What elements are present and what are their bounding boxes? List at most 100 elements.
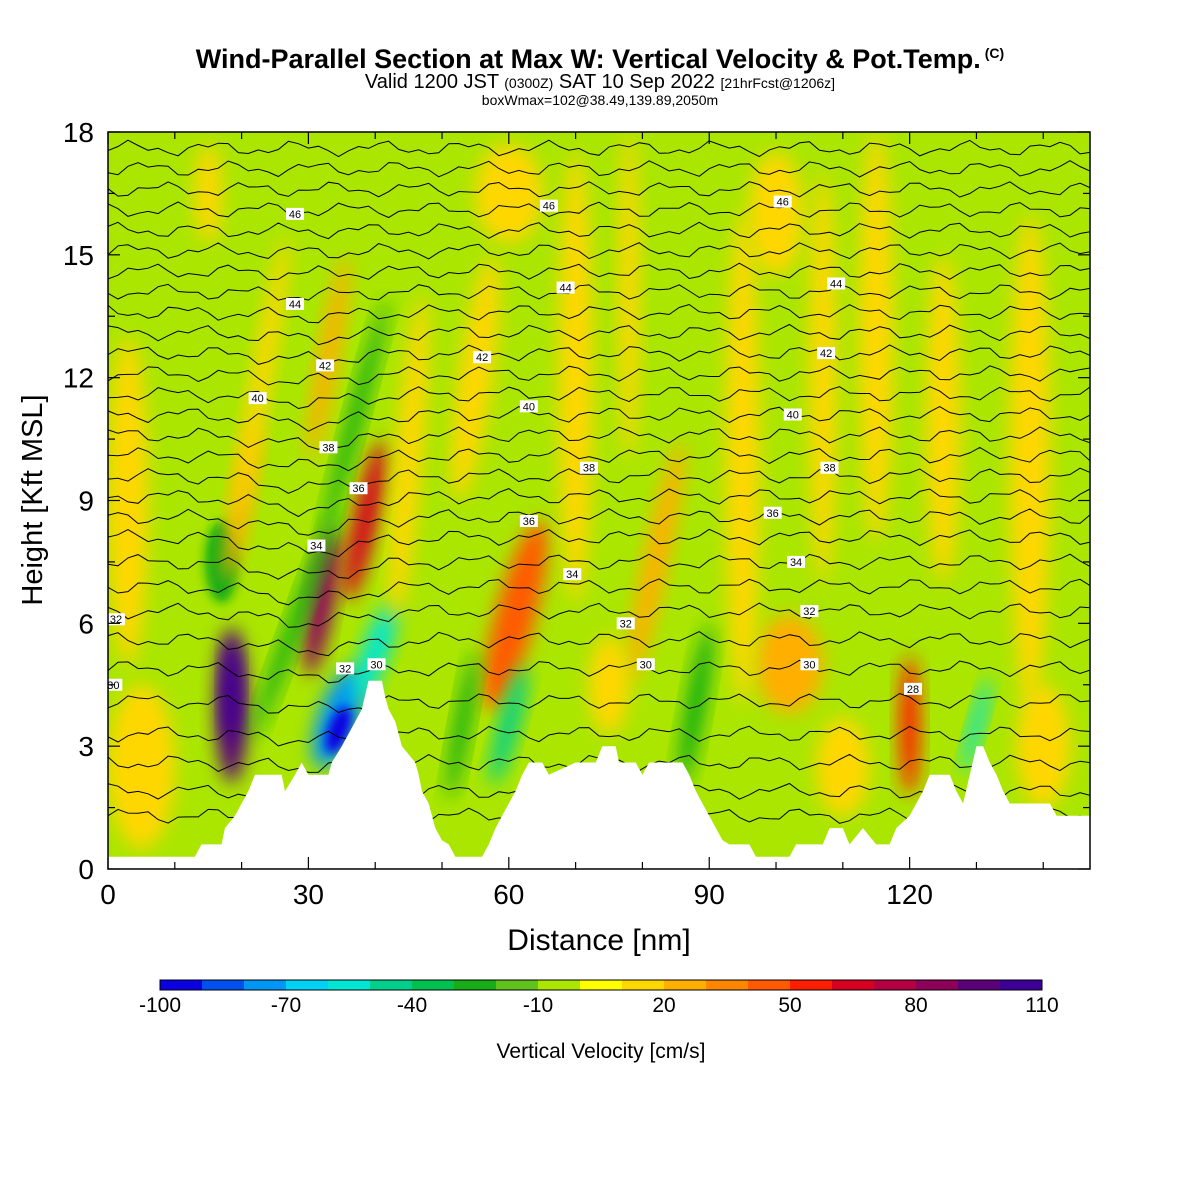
contour-label: 40 [252, 393, 264, 405]
colorbar-swatch [874, 980, 917, 990]
colorbar-tick-label: -70 [271, 994, 301, 1017]
velocity-feature [926, 254, 960, 583]
colorbar-swatch [160, 980, 203, 990]
contour-label: 42 [319, 360, 331, 372]
x-tick-label: 120 [886, 879, 933, 910]
contour-label: 34 [566, 569, 578, 581]
contour-label: 32 [110, 614, 122, 626]
velocity-feature [222, 643, 241, 743]
chart-title: Wind-Parallel Section at Max W: Vertical… [195, 44, 1005, 74]
velocity-feature [1016, 684, 1070, 808]
contour-label-box [316, 359, 335, 372]
theta-contour-line [108, 467, 1090, 494]
contour-label-box [579, 461, 598, 474]
theta-contour-line [108, 406, 1090, 432]
contour-label: 42 [476, 352, 488, 364]
contour-label: 30 [370, 659, 382, 671]
vertical-velocity-field [108, 132, 1070, 849]
contour-label-box [248, 392, 267, 405]
velocity-feature [678, 624, 714, 786]
contour-label-box [556, 281, 575, 294]
colorbar-tick-label: 80 [904, 994, 927, 1017]
contour-label-box [319, 441, 338, 454]
colorbar-tick-label: -100 [139, 994, 181, 1017]
colorbar-swatch [664, 980, 707, 990]
x-axis-label: Distance [nm] [507, 924, 690, 957]
colorbar-tick-label: 110 [1025, 994, 1058, 1017]
theta-contour-line [108, 488, 1090, 518]
theta-contour-line [108, 446, 1090, 472]
contour-label: 34 [790, 557, 802, 569]
contour-label-box [800, 658, 819, 671]
colorbar-swatch [790, 980, 833, 990]
colorbar-swatch [916, 980, 959, 990]
colorbar: -100 -70 -40 -10 20 50 80 110 [139, 979, 1059, 1017]
colorbar-swatch [412, 980, 455, 990]
velocity-feature [899, 656, 920, 796]
x-tick-label: 90 [694, 879, 725, 910]
colorbar-swatch [286, 980, 329, 990]
x-tick-label: 30 [293, 879, 324, 910]
velocity-feature [353, 601, 398, 703]
theta-contour-line [108, 181, 1090, 198]
y-tick-label: 18 [63, 117, 94, 148]
contour-label: 36 [523, 516, 535, 528]
colorbar-swatch [496, 980, 539, 990]
theta-contour-line [108, 386, 1090, 410]
contour-label: 44 [559, 283, 571, 295]
x-tick-label: 0 [100, 879, 116, 910]
y-tick-label: 3 [78, 731, 94, 762]
colorbar-tick-label: 20 [652, 994, 675, 1017]
colorbar-swatch [202, 980, 245, 990]
y-tick-label: 0 [78, 854, 94, 885]
velocity-feature [108, 684, 175, 849]
contour-label-box [787, 555, 806, 568]
colorbar-swatch [580, 980, 623, 990]
velocity-feature [962, 678, 991, 774]
colorbar-swatch [958, 980, 1001, 990]
theta-contour-line [108, 303, 1090, 324]
theta-contour-line [108, 578, 1090, 606]
velocity-feature [816, 717, 870, 816]
x-tick-label: 60 [493, 879, 524, 910]
contour-label: 32 [339, 663, 351, 675]
contour-label-box [903, 682, 922, 695]
contour-label-box [367, 658, 386, 671]
contour-label-box [563, 568, 582, 581]
contour-label-box [773, 195, 792, 208]
contour-label: 46 [543, 201, 555, 213]
y-tick-label: 9 [78, 486, 94, 517]
valid-time-subtitle: Valid 1200 JST (0300Z) SAT 10 Sep 2022 [… [364, 71, 836, 93]
theta-contour-line [108, 221, 1090, 240]
theta-contour-line [108, 283, 1090, 301]
colorbar-swatch [622, 980, 665, 990]
copyright-mark: (C) [984, 45, 1005, 61]
colorbar-tick-label: -40 [397, 994, 427, 1017]
velocity-feature [755, 615, 823, 714]
contour-label-box [783, 408, 802, 421]
contour-label: 38 [322, 442, 334, 454]
theta-contour-line [108, 725, 1090, 747]
theta-contour-line [108, 692, 1090, 714]
contour-label-box [519, 514, 538, 527]
velocity-feature [252, 507, 338, 739]
contour-label-box [349, 482, 368, 495]
theta-contour-line [108, 139, 1090, 158]
y-axis-label: Height [Kft MSL] [17, 394, 49, 605]
colorbar-swatch [244, 980, 287, 990]
contour-label-box [817, 347, 836, 360]
contour-label: 32 [803, 606, 815, 618]
velocity-feature [475, 144, 543, 243]
colorbar-label: Vertical Velocity [cm/s] [497, 1040, 706, 1063]
colorbar-tick-label: -10 [523, 994, 553, 1017]
y-tick-label: 6 [78, 608, 94, 639]
contour-label-box [519, 400, 538, 413]
y-tick-label: 12 [63, 363, 94, 394]
colorbar-swatch [748, 980, 791, 990]
theta-contour-line [108, 602, 1090, 628]
box-info-subtitle: boxWmax=102@38.49,139.89,2050m [481, 92, 719, 108]
theta-contour-line [108, 344, 1090, 365]
contour-label: 44 [289, 299, 301, 311]
theta-contour-line [108, 365, 1090, 386]
